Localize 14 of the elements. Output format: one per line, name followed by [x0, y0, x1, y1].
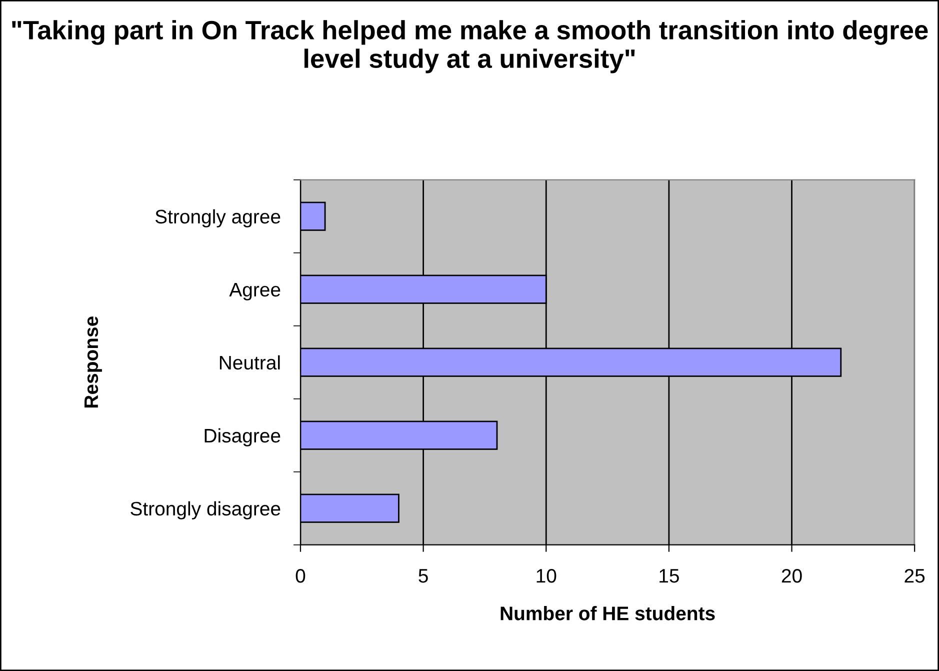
- y-axis-title: Response: [84, 316, 102, 408]
- x-axis-title: Number of HE students: [500, 606, 715, 620]
- x-tick-label: 25: [904, 568, 925, 583]
- x-tick-label: 15: [660, 569, 679, 583]
- x-tick-label: 0: [296, 568, 306, 583]
- x-tick-label: 5: [418, 569, 428, 583]
- x-tick-label: 20: [782, 568, 802, 583]
- y-tick-label: Strongly agree: [155, 209, 280, 228]
- x-tick-label: 10: [536, 568, 556, 583]
- chart-title: "Taking part in On Track helped me make a smooth transition into degree level study at a university": [12, 20, 928, 74]
- y-tick-label: Agree: [229, 283, 280, 300]
- y-tick-label: Neutral: [220, 355, 280, 370]
- y-tick-label: Disagree: [204, 428, 280, 446]
- y-tick-label: Strongly disagree: [130, 501, 280, 520]
